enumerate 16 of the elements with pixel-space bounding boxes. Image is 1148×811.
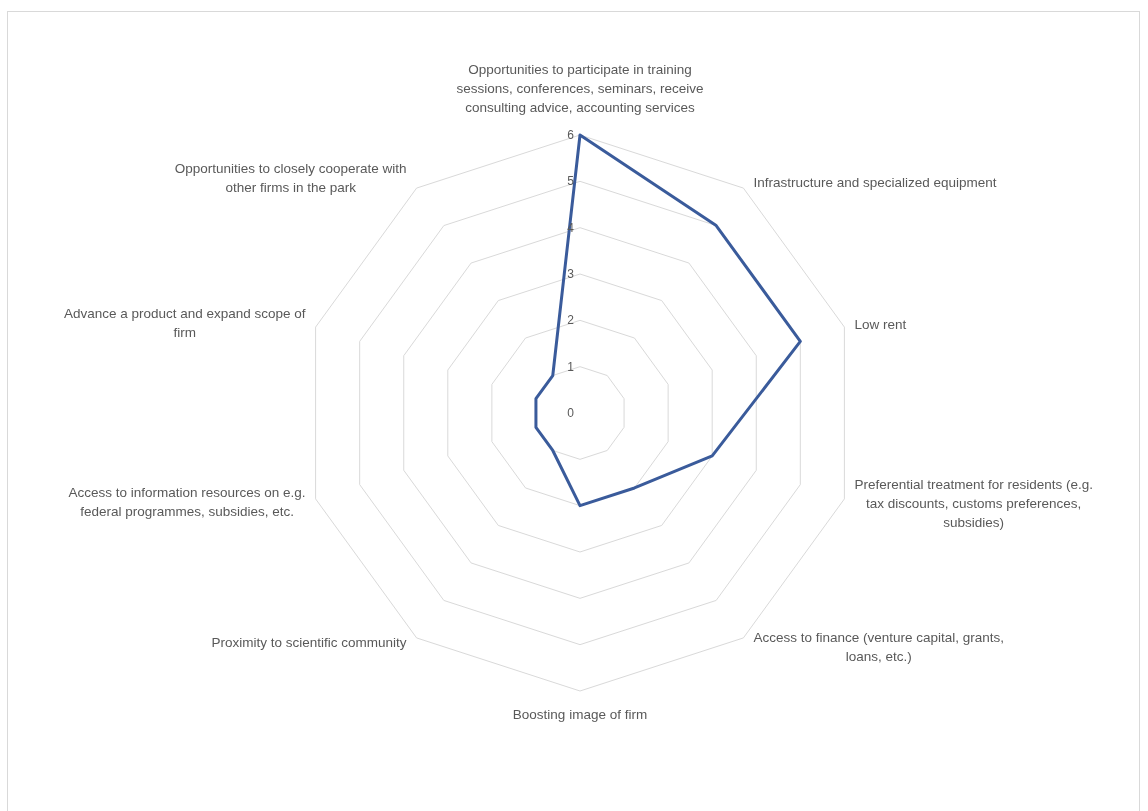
y-tick-label: 0: [567, 406, 575, 420]
y-tick-label: 5: [567, 174, 575, 189]
spoke-label: Opportunities to participate in training sessions, conferences, seminars, receive consulting advice, accounting services: [456, 61, 704, 115]
spoke-label: Proximity to scientific community: [211, 634, 407, 650]
spoke-label: Advance a product and expand scope of firm: [63, 306, 306, 341]
spoke-label: Boosting image of firm: [512, 706, 648, 722]
spoke-label: Access to information resources on e.g. federal programmes, subsidies, etc.: [68, 484, 306, 519]
spoke-label: Low rent: [854, 317, 907, 333]
y-tick-label: 1: [567, 359, 575, 374]
y-tick-label: 3: [567, 267, 575, 281]
spoke-label: Preferential treatment for residents (e.g. tax discounts, customs preferences, subsidies): [854, 477, 1094, 531]
y-tick-label: 6: [567, 128, 575, 142]
spoke-label: Infrastructure and specialized equipment: [753, 175, 997, 191]
spoke-label: Access to finance (venture capital, grants, loans, etc.): [753, 629, 1005, 664]
y-tick-label: 2: [567, 313, 575, 328]
spoke-label: Opportunities to closely cooperate with other firms in the park: [174, 161, 407, 196]
